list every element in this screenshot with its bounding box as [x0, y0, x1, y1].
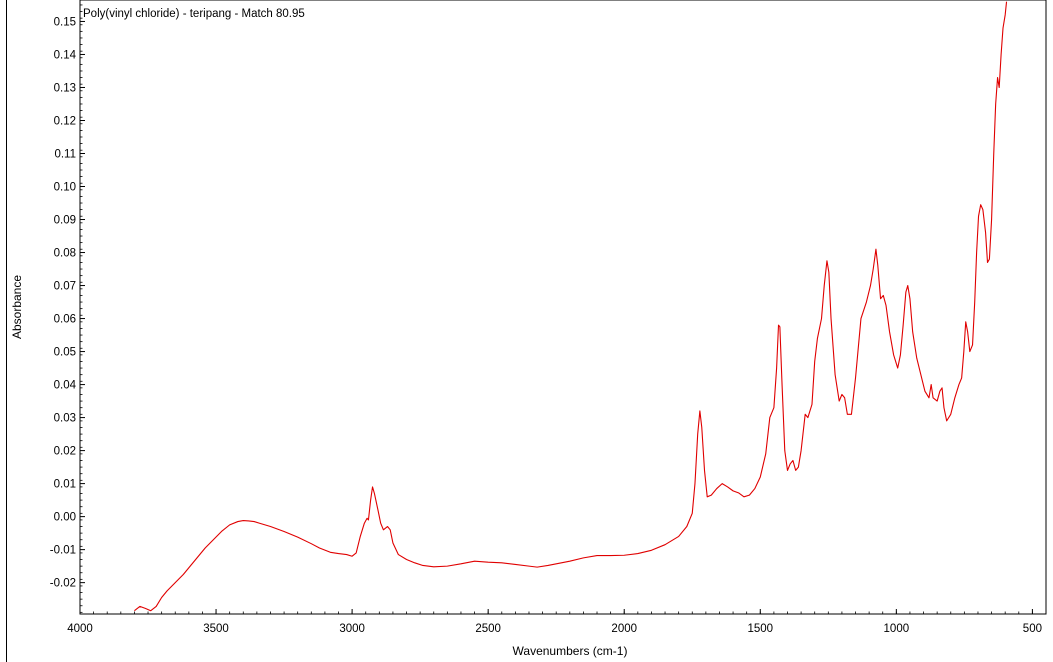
y-axis: -0.02 -0.01 0.00 0.01 0.02 0.03 0.04 0.05 0.06 0.…: [50, 4, 85, 613]
y-tick-label: 0.10: [54, 182, 76, 194]
y-tick-label: -0.02: [50, 578, 76, 590]
y-tick-label: 0.04: [54, 380, 77, 392]
y-tick-label: 0.11: [54, 149, 76, 161]
y-tick-label: 0.02: [54, 446, 76, 458]
plot-frame: [79, 0, 1047, 615]
x-axis: 4000 3500 3000 2500 2000 1500 1000 500: [67, 609, 1047, 635]
x-tick-label: 500: [1023, 623, 1042, 635]
y-tick-label: 0.13: [54, 82, 76, 94]
x-tick-label: 3000: [339, 623, 365, 635]
x-tick-label: 3500: [203, 623, 229, 635]
y-tick-label: 0.00: [54, 512, 76, 524]
x-tick-label: 1000: [884, 623, 910, 635]
y-tick-label: 0.15: [54, 16, 76, 28]
y-tick-label: 0.09: [54, 215, 76, 227]
y-tick-label: 0.05: [54, 347, 76, 359]
y-axis-title: Absorbance: [10, 275, 24, 339]
y-tick-label: 0.01: [54, 479, 76, 491]
plot-title: Poly(vinyl chloride) - teripang - Match …: [83, 8, 305, 20]
x-tick-label: 2000: [611, 623, 637, 635]
x-tick-label: 1500: [747, 623, 773, 635]
y-tick-label: 0.08: [54, 248, 76, 260]
y-tick-label: 0.06: [54, 314, 76, 326]
x-tick-label: 4000: [67, 623, 93, 635]
y-tick-label: -0.01: [50, 545, 76, 557]
y-tick-label: 0.12: [54, 115, 76, 127]
x-axis-title: Wavenumbers (cm-1): [513, 644, 628, 658]
spectrum-line: [134, 1, 1008, 612]
y-tick-label: 0.03: [54, 413, 76, 425]
y-tick-label: 0.14: [54, 49, 77, 61]
x-tick-label: 2500: [475, 623, 501, 635]
y-tick-label: 0.07: [54, 281, 76, 293]
